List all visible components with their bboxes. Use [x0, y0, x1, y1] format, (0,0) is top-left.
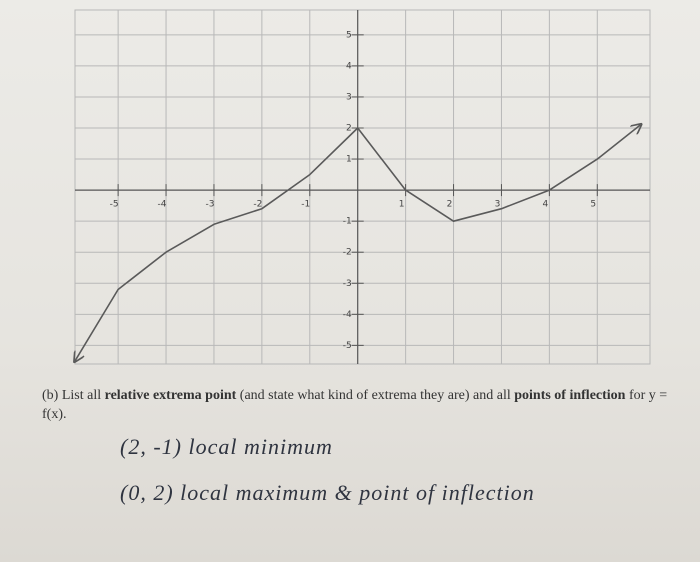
y-tick-label: 5 — [346, 30, 352, 40]
x-tick-label: 1 — [399, 200, 405, 210]
x-tick-label: 3 — [495, 200, 501, 210]
x-tick-label: 2 — [447, 200, 453, 210]
x-tick-label: -3 — [205, 200, 214, 210]
x-tick-label: 5 — [590, 200, 596, 210]
question-bold: points of inflection — [514, 388, 626, 403]
grid-frame — [74, 9, 651, 365]
y-tick-label: 2 — [346, 124, 352, 134]
y-tick-label: -5 — [343, 341, 352, 351]
y-tick-label: -3 — [343, 279, 352, 289]
x-tick-label: -4 — [158, 200, 167, 210]
x-tick-label: -2 — [253, 200, 262, 210]
answer: (0, 2) local maximum & point of inflecti… — [120, 480, 535, 505]
x-tick-label: -5 — [110, 200, 119, 210]
x-tick-label: 4 — [543, 200, 549, 210]
y-tick-label: 3 — [346, 92, 352, 102]
graph: -5 -4 -3 -2 -1 1 2 3 4 5 -5 -4 -3 -2 -1 1 2 3 4 5 — [0, 9, 651, 365]
question-bold: relative extrema point — [104, 388, 237, 403]
question-text: (b) List all — [42, 388, 105, 403]
x-tick-label: -1 — [301, 200, 310, 210]
question: (b) List all relative extrema point (and… — [42, 386, 692, 424]
answer: (2, -1) local minimum — [120, 434, 333, 459]
y-tick-label: -2 — [343, 248, 352, 258]
curve — [75, 125, 640, 361]
y-tick-label: -4 — [343, 310, 352, 320]
question-text: for y = f(x). — [42, 388, 668, 422]
y-tick-label: -1 — [343, 217, 352, 227]
y-tick-label: 1 — [346, 155, 352, 165]
question-text: (and state what kind of extrema they are… — [236, 388, 515, 403]
y-tick-label: 4 — [346, 61, 352, 71]
